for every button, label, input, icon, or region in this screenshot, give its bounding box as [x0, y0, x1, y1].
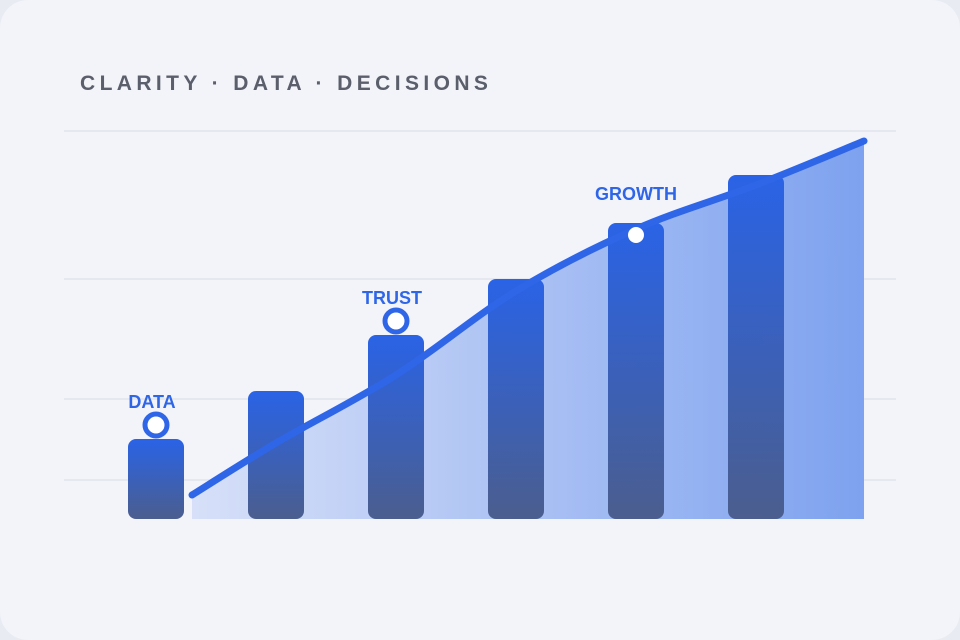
- bar: [488, 279, 544, 519]
- trend-line: [188, 137, 868, 499]
- annotation-label: TRUST: [362, 288, 422, 308]
- bar: [728, 175, 784, 519]
- ring-marker-icon: [382, 307, 410, 335]
- annotation-label: GROWTH: [595, 184, 677, 204]
- annotation-label: DATA: [128, 392, 175, 412]
- chart-title: CLARITY · DATA · DECISIONS: [80, 72, 493, 95]
- dot-marker-icon: [628, 227, 644, 243]
- bar: [608, 223, 664, 519]
- ring-marker-icon: [142, 411, 170, 439]
- bar: [248, 391, 304, 519]
- bar: [128, 439, 184, 519]
